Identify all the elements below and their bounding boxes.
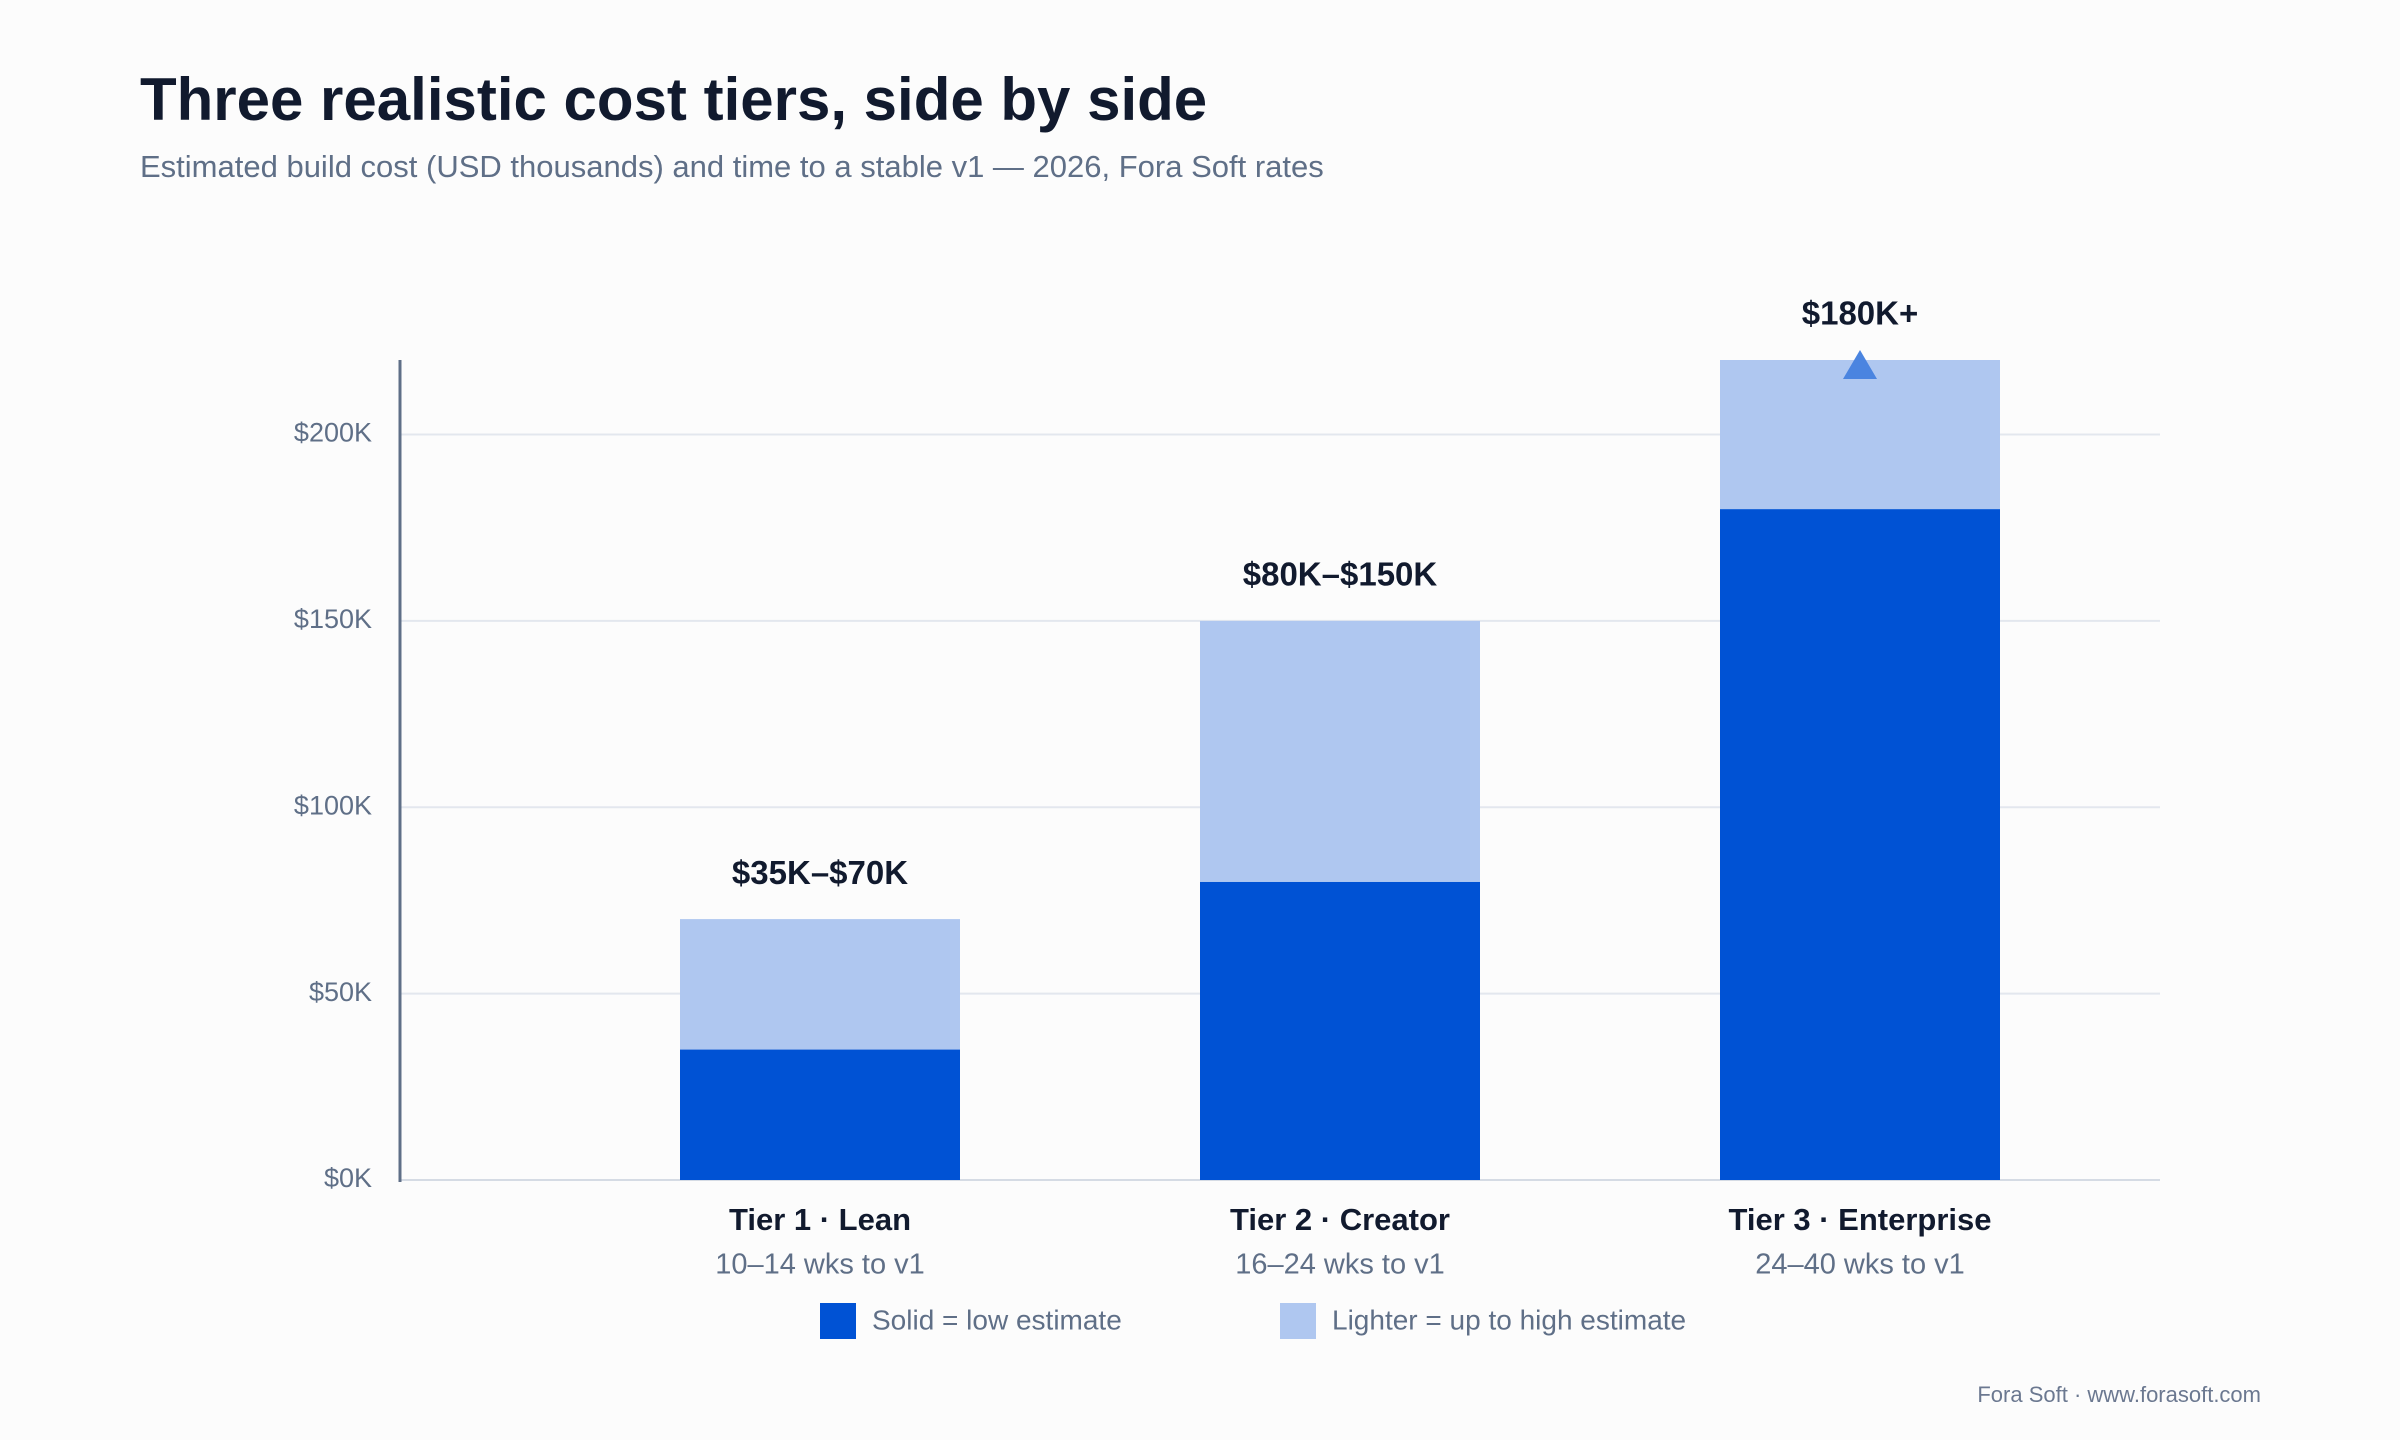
legend-swatch bbox=[1280, 1303, 1316, 1339]
bar-segment bbox=[1720, 360, 2000, 510]
bar-segment bbox=[1200, 620, 1480, 882]
x-tick-label: Tier 1 · Lean bbox=[729, 1202, 911, 1237]
range-label: $80K–$150K bbox=[1243, 556, 1438, 593]
bar-segment bbox=[680, 1049, 960, 1180]
y-tick-label: $50K bbox=[309, 977, 372, 1007]
range-label: $35K–$70K bbox=[732, 854, 908, 891]
chart-title: Three realistic cost tiers, side by side bbox=[140, 66, 1207, 133]
x-tick-sublabel: 24–40 wks to v1 bbox=[1755, 1249, 1965, 1281]
range-label: $180K+ bbox=[1802, 295, 1919, 332]
chart-subtitle: Estimated build cost (USD thousands) and… bbox=[140, 149, 1324, 184]
bar-segment bbox=[1720, 509, 2000, 1180]
legend-swatch bbox=[820, 1303, 856, 1339]
y-tick-label: $0K bbox=[324, 1163, 372, 1193]
legend-label: Lighter = up to high estimate bbox=[1332, 1304, 1686, 1335]
legend-label: Solid = low estimate bbox=[872, 1304, 1122, 1335]
bar-segment bbox=[1200, 881, 1480, 1180]
y-tick-label: $100K bbox=[294, 790, 372, 820]
bar-segment bbox=[680, 919, 960, 1050]
x-tick-label: Tier 2 · Creator bbox=[1230, 1202, 1450, 1237]
x-tick-sublabel: 10–14 wks to v1 bbox=[715, 1249, 925, 1281]
x-tick-sublabel: 16–24 wks to v1 bbox=[1235, 1249, 1445, 1281]
y-tick-label: $150K bbox=[294, 604, 372, 634]
open-ended-marker bbox=[1843, 350, 1877, 379]
footer: Fora Soft · www.forasoft.com bbox=[1977, 1382, 2261, 1407]
y-tick-label: $200K bbox=[294, 418, 372, 448]
x-tick-label: Tier 3 · Enterprise bbox=[1728, 1202, 1991, 1237]
